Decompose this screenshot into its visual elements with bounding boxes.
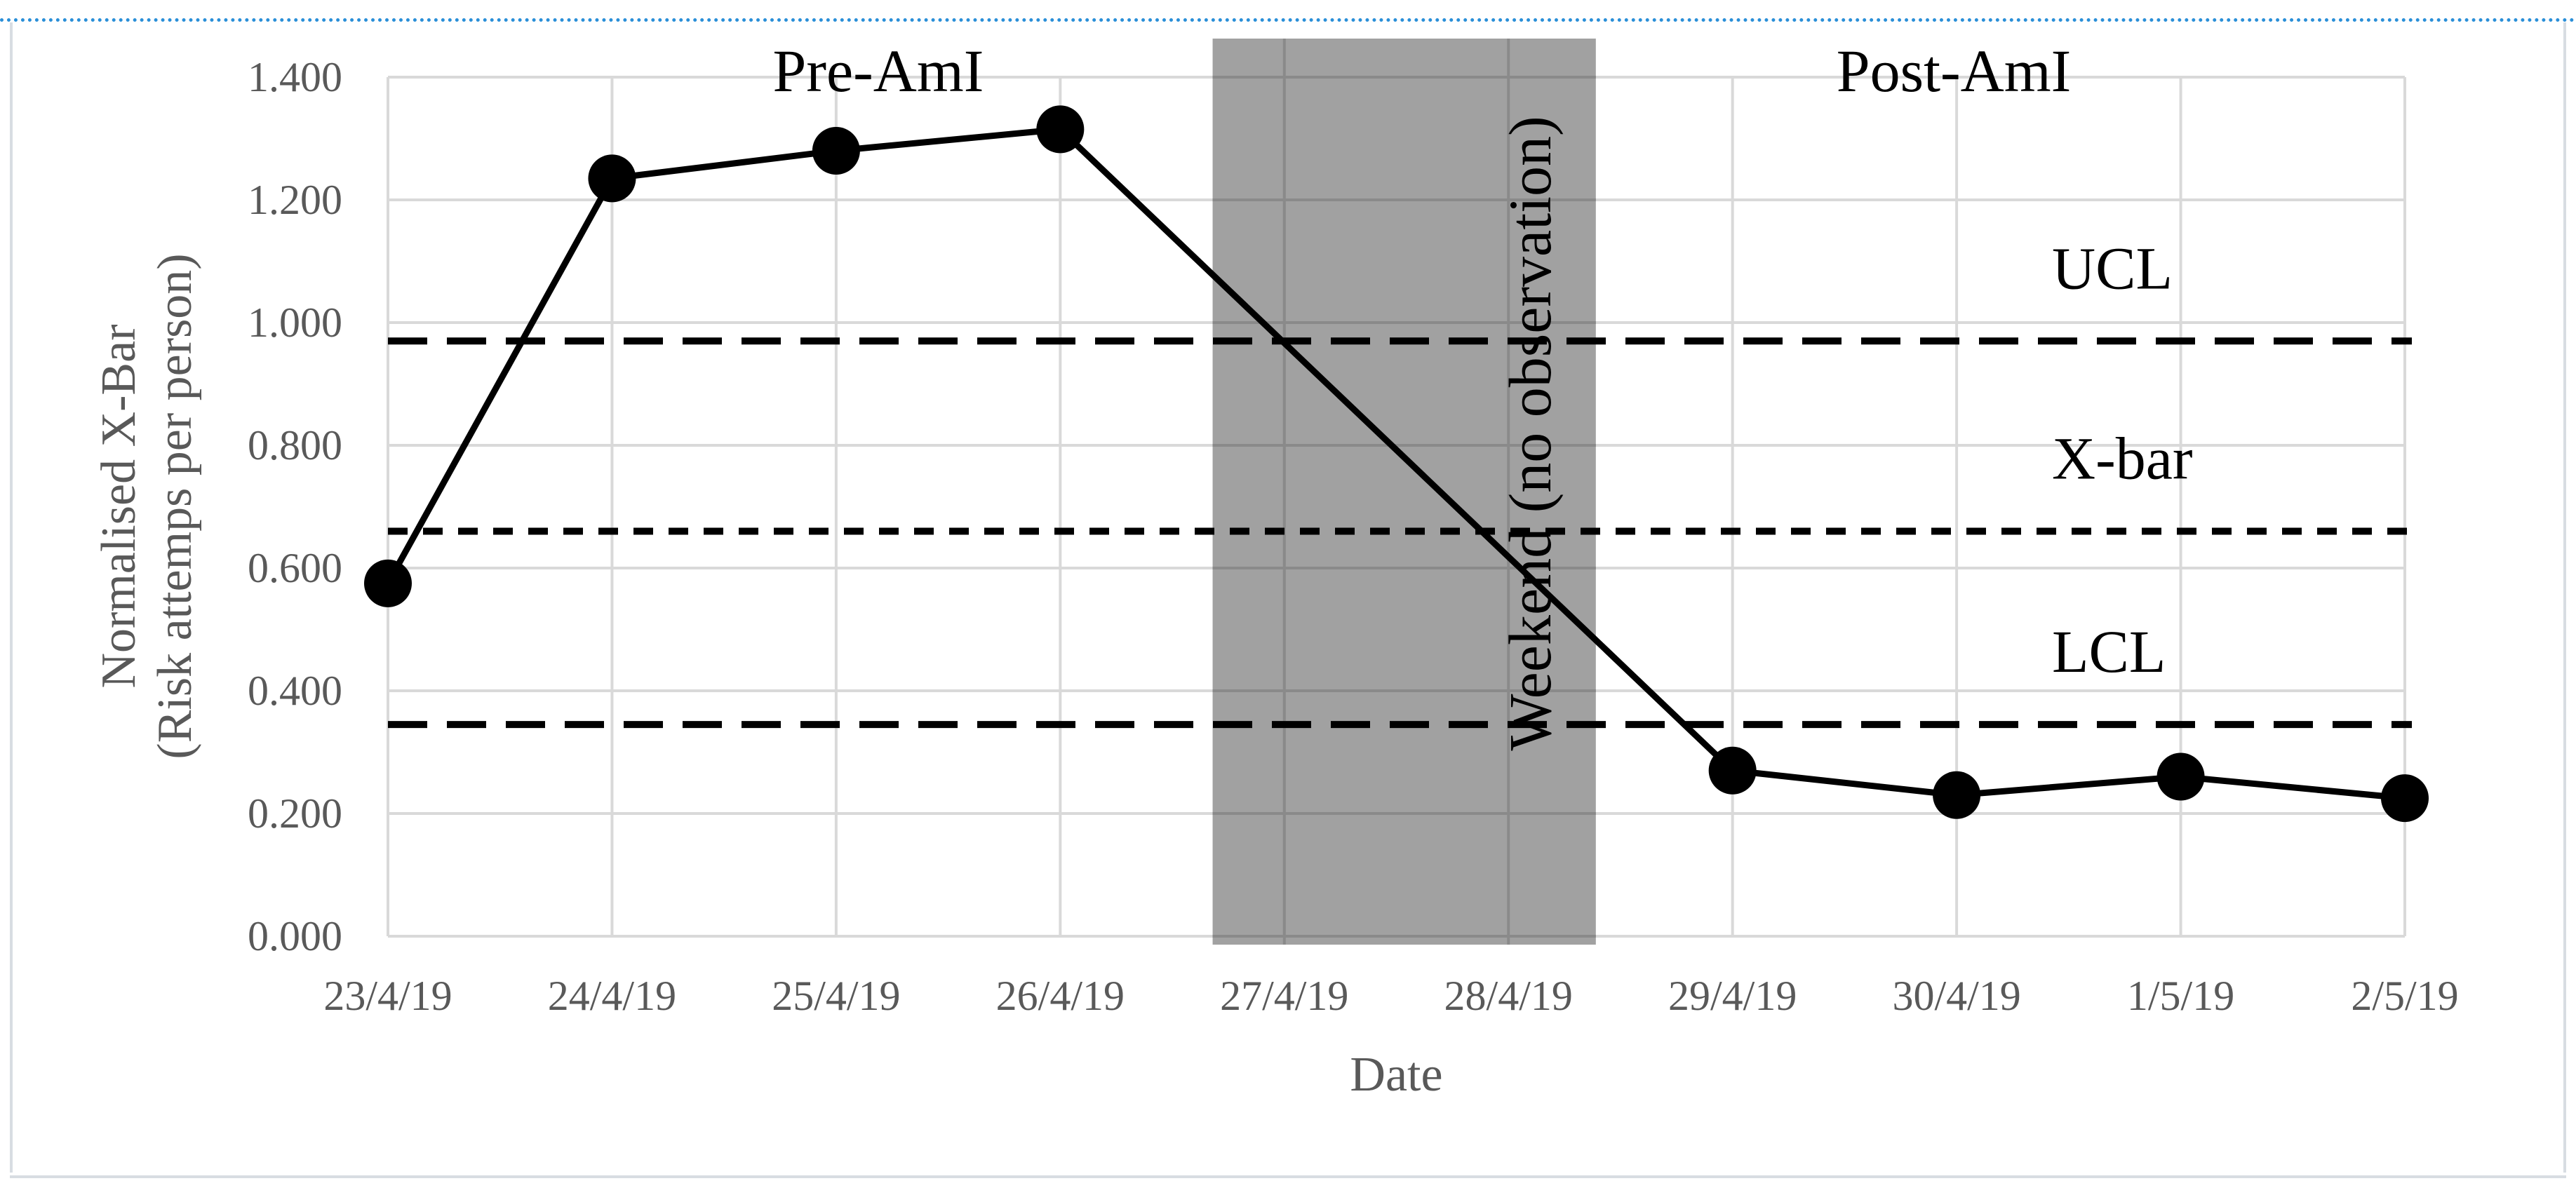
y-tick-label: 0.200 [248,790,342,837]
y-tick-label: 1.200 [248,177,342,223]
y-tick-label: 0.600 [248,545,342,591]
y-tick-label: 0.000 [248,913,342,959]
left-border [10,22,13,1173]
data-point [1036,105,1085,154]
bottom-border [10,1175,2566,1178]
x-tick-label: 25/4/19 [772,973,900,1019]
ucl-label: UCL [2052,234,2173,302]
shaded-region-layer [1212,39,1596,945]
x-tick-label: 27/4/19 [1220,973,1348,1019]
y-tick-labels: 0.000 0.200 0.400 0.600 0.800 1.000 1.200 1.400 [248,54,342,959]
x-tick-label: 2/5/19 [2351,973,2458,1019]
x-tick-label: 1/5/19 [2127,973,2234,1019]
y-tick-label: 0.800 [248,422,342,468]
series-line [385,126,2406,802]
data-point [812,127,860,175]
right-border [2563,22,2566,1173]
annotation-layer: Date Normalised X-Bar (Risk attemps per … [92,37,2193,1102]
weekend-shade [1212,39,1596,945]
lcl-label: LCL [2052,618,2166,685]
data-point [588,154,636,203]
x-tick-labels: 23/4/19 24/4/19 25/4/19 26/4/19 27/4/19 28/4/… [323,973,2458,1019]
data-point [2156,752,2205,801]
phase-label-pre: Pre-AmI [773,37,984,104]
y-tick-label: 1.400 [248,54,342,100]
data-point [1933,771,1981,819]
y-tick-label: 1.000 [248,299,342,346]
x-tick-label: 28/4/19 [1444,973,1573,1019]
xbar-label: X-bar [2052,425,2193,492]
y-axis-title-line-1: Normalised X-Bar [92,324,146,688]
x-tick-label: 24/4/19 [548,973,676,1019]
x-tick-label: 26/4/19 [996,973,1125,1019]
x-tick-label: 30/4/19 [1892,973,2020,1019]
data-point [1708,746,1757,795]
x-axis-title: Date [1350,1048,1442,1102]
data-point [2381,774,2429,823]
series-layer [364,105,2429,823]
y-axis-title-line-2: (Risk attemps per person) [148,253,202,759]
top-dotted-border [0,18,2576,22]
x-tick-label: 29/4/19 [1668,973,1797,1019]
data-point [364,559,412,607]
x-tick-label: 23/4/19 [323,973,452,1019]
control-lines-layer [388,337,2412,729]
phase-label-post: Post-AmI [1837,37,2071,104]
shaded-region-label: Weekend (no observation) [1496,116,1564,750]
y-tick-label: 0.400 [248,668,342,714]
